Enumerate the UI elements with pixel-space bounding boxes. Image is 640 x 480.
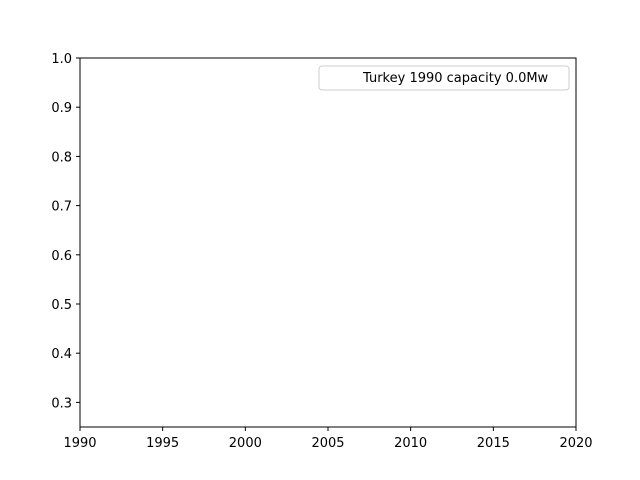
x-tick-label: 2015 <box>477 436 510 451</box>
y-tick-label: 0.3 <box>51 396 72 411</box>
x-tick-label: 1995 <box>146 436 179 451</box>
x-tick-label: 2010 <box>394 436 427 451</box>
legend-entry-label: Turkey 1990 capacity 0.0Mw <box>362 71 549 86</box>
x-tick-label: 2005 <box>311 436 344 451</box>
plot-area <box>79 57 577 428</box>
y-tick-label: 1.0 <box>51 52 72 67</box>
x-tick-label: 2000 <box>229 436 262 451</box>
y-tick-label: 0.5 <box>51 298 72 313</box>
y-tick-label: 0.4 <box>51 347 72 362</box>
legend-box <box>318 65 570 91</box>
y-tick-label: 0.9 <box>51 101 72 116</box>
x-axis: 1990 1995 2000 2005 2010 2015 2020 <box>63 427 593 451</box>
y-tick-label: 0.6 <box>51 249 72 264</box>
y-axis: 0.3 0.4 0.5 0.6 0.7 0.8 0.9 1.0 <box>51 52 80 411</box>
y-tick-label: 0.7 <box>51 200 72 215</box>
x-tick-label: 1990 <box>63 436 96 451</box>
y-tick-label: 0.8 <box>51 150 72 165</box>
legend: Turkey 1990 capacity 0.0Mw <box>318 65 570 91</box>
x-tick-label: 2020 <box>559 436 592 451</box>
